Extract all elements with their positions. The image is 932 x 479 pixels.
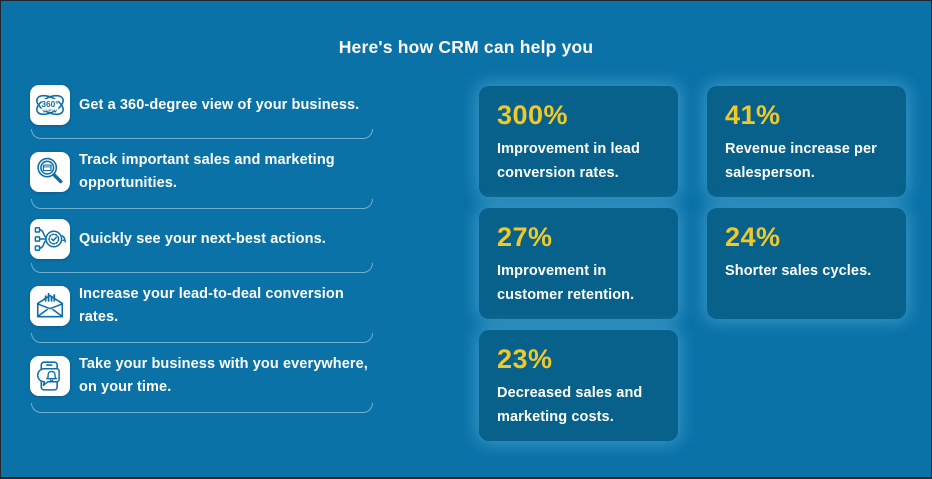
benefit-label: Get a 360-degree view of your business. <box>79 96 360 113</box>
benefit-label: Take your business with you everywhere, … <box>79 356 368 395</box>
divider <box>31 199 373 209</box>
stat-description: Revenue increase per salesperson. <box>725 141 877 181</box>
benefit-label: Quickly see your next-best actions. <box>79 230 326 247</box>
stat-description: Improvement in customer retention. <box>497 263 635 303</box>
benefit-label: Increase your lead-to-deal conversion ra… <box>79 286 344 325</box>
phone-notification-icon <box>30 356 70 396</box>
list-item: Track important sales and marketing oppo… <box>30 149 374 195</box>
stat-value: 41% <box>725 100 781 130</box>
list-item: 360° VIEW Get a 360-degree view of your … <box>30 85 374 125</box>
stat-card-marketing-costs: 23% Decreased sales and marketing costs. <box>479 330 678 441</box>
magnifier-box-icon <box>30 152 70 192</box>
stat-description: Shorter sales cycles. <box>725 263 872 279</box>
stat-description: Improvement in lead conversion rates. <box>497 141 640 181</box>
stat-card-sales-cycles: 24% Shorter sales cycles. <box>707 208 906 319</box>
stat-value: 23% <box>497 344 553 374</box>
list-item: Increase your lead-to-deal conversion ra… <box>30 283 374 329</box>
list-item: Take your business with you everywhere, … <box>30 353 374 399</box>
page-title: Here's how CRM can help you <box>338 37 594 57</box>
benefits-list: 360° VIEW Get a 360-degree view of your … <box>30 85 374 423</box>
divider <box>31 403 373 413</box>
icon-view-text: VIEW <box>42 109 57 115</box>
list-item: Quickly see your next-best actions. <box>30 219 374 259</box>
icon-360-text: 360° <box>41 99 58 109</box>
envelope-chart-icon <box>30 286 70 326</box>
benefit-label: Track important sales and marketing oppo… <box>79 152 335 191</box>
divider <box>31 333 373 343</box>
stat-description: Decreased sales and marketing costs. <box>497 385 643 425</box>
stat-value: 24% <box>725 222 781 252</box>
stat-card-revenue-per-salesperson: 41% Revenue increase per salesperson. <box>707 86 906 197</box>
divider <box>31 129 373 139</box>
stat-value: 300% <box>497 100 569 130</box>
next-best-action-icon <box>30 219 70 259</box>
stat-card-lead-conversion: 300% Improvement in lead conversion rate… <box>479 86 678 197</box>
stat-value: 27% <box>497 222 553 252</box>
divider <box>31 263 373 273</box>
360-view-icon: 360° VIEW <box>30 85 70 125</box>
stats-grid: 300% Improvement in lead conversion rate… <box>479 86 906 441</box>
stat-card-customer-retention: 27% Improvement in customer retention. <box>479 208 678 319</box>
